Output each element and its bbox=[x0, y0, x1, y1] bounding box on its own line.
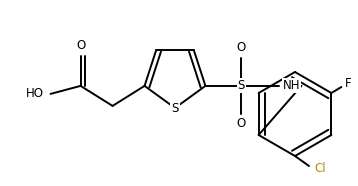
Text: S: S bbox=[171, 102, 179, 115]
Text: O: O bbox=[237, 41, 246, 54]
Text: Cl: Cl bbox=[314, 161, 326, 174]
Text: O: O bbox=[237, 117, 246, 130]
Text: S: S bbox=[238, 79, 245, 92]
Text: NH: NH bbox=[283, 79, 300, 92]
Text: HO: HO bbox=[25, 87, 44, 100]
Text: O: O bbox=[76, 39, 85, 52]
Text: F: F bbox=[345, 76, 352, 89]
